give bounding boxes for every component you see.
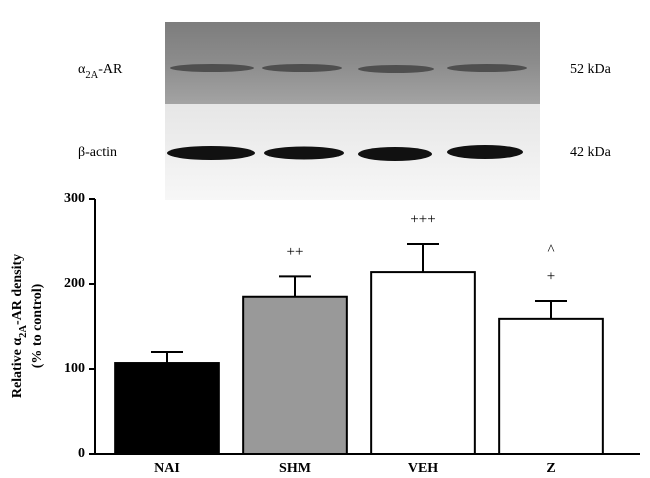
blot-image [165, 22, 540, 200]
y-tick-label: 100 [64, 361, 85, 376]
label-part: Relative [10, 346, 25, 398]
y-tick-label: 0 [78, 446, 85, 461]
y-tick-label: 300 [64, 191, 85, 206]
bands [170, 64, 527, 73]
bar [370, 271, 476, 455]
annotation: ++ [287, 244, 304, 260]
blot-panel [165, 22, 540, 104]
x-tick-label: VEH [408, 461, 438, 476]
x-tick-label: Z [546, 461, 555, 476]
annotation: + [547, 268, 555, 284]
label: (% to control) [30, 283, 45, 368]
label: Relative α2A-AR density [10, 254, 29, 398]
bar [114, 362, 220, 455]
annotation: ^ [547, 242, 554, 258]
band-size: 42 kDa [570, 145, 612, 160]
subscript: 2A [18, 325, 29, 338]
bands [167, 145, 523, 161]
label: α2A-AR [78, 62, 123, 81]
x-tick-label: NAI [154, 461, 180, 476]
band-size: 52 kDa [570, 62, 612, 77]
label-part: -AR density [10, 254, 25, 325]
subscript: 2A [85, 70, 98, 81]
annotation: +++ [410, 211, 435, 227]
label-part: β-actin [78, 145, 117, 160]
y-tick-label: 200 [64, 276, 85, 291]
label-part: (% to control) [30, 283, 45, 368]
label-part: α [78, 62, 86, 77]
x-tick-label: SHM [279, 461, 311, 476]
label-part: -AR [98, 62, 123, 77]
bar [242, 295, 348, 455]
label-part: α [10, 338, 25, 346]
label: β-actin [78, 145, 117, 160]
bar [498, 317, 604, 455]
